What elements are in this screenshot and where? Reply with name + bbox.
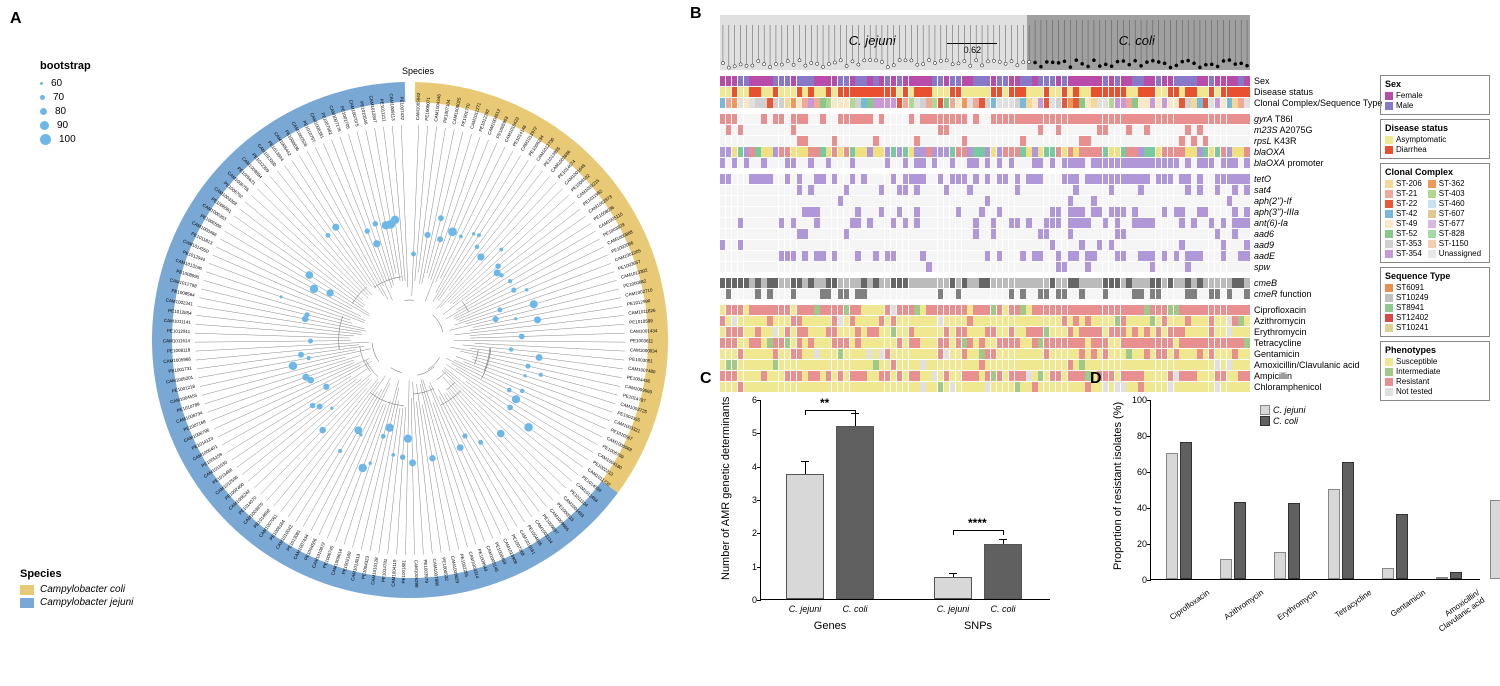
panel-b-label: B (690, 5, 702, 23)
heatmap-row: ant(6)-Ia (720, 217, 1382, 228)
panel-a-label: A (10, 10, 22, 28)
bar (1450, 572, 1462, 579)
bar (984, 544, 1022, 599)
svg-text:PE1000071: PE1000071 (424, 96, 431, 120)
heatmap-row: m23S A2075G (720, 124, 1382, 135)
bootstrap-level: 100 (40, 134, 91, 145)
bar (1166, 453, 1178, 579)
heatmap-row: blaOXA promoter (720, 157, 1382, 168)
panel-b: B C. jejuni C. coli 0.62 SexDisease stat… (690, 5, 1490, 355)
svg-text:Species: Species (402, 66, 435, 76)
bar (1274, 552, 1286, 579)
bar (934, 577, 972, 599)
legend-item: C. jejuni (1260, 405, 1306, 415)
species-legend-row: Campylobacter jejuni (20, 597, 133, 608)
species-legend-row: Campylobacter coli (20, 584, 133, 595)
legend-item: C. coli (1260, 416, 1306, 426)
heatmap-row: Gentamicin (720, 348, 1382, 359)
panel-d-chart: 020406080100CiprofloxacinAzithromycinEry… (1150, 400, 1480, 580)
bar (1328, 489, 1340, 579)
svg-text:PE1007432: PE1007432 (399, 97, 405, 121)
heatmap-row: sat4 (720, 184, 1382, 195)
bootstrap-level: 60 (40, 78, 91, 89)
heatmap-row: aph(2'')-If (720, 195, 1382, 206)
bar (836, 426, 874, 599)
heatmap-row: Azithromycin (720, 315, 1382, 326)
panel-c-chart: 0123456C. jejuniC. coliC. jejuniC. coliG… (760, 400, 1050, 600)
bar (1220, 559, 1232, 579)
heatmap-row: cmeR function (720, 288, 1382, 299)
svg-text:PE1003611: PE1003611 (630, 338, 654, 343)
panel-d-ylabel: Proportion of resistant isolates (%) (1112, 402, 1124, 570)
svg-text:CAM1001434: CAM1001434 (630, 328, 658, 334)
bar (1342, 462, 1354, 579)
heatmap-row: Amoxicillin/Clavulanic acid (720, 359, 1382, 370)
legend-box: SexFemaleMale (1380, 75, 1490, 115)
panel-a: A bootstrap 60 70 80 90 100 Species Campylob… (10, 10, 680, 650)
panel-c-ylabel: Number of AMR genetic determinants (720, 397, 732, 580)
circular-tree: SpeciesCAM1005942PE1000071CAM1004346PE10… (150, 30, 670, 650)
svg-text:PE1003051: PE1003051 (629, 357, 653, 364)
bar (1180, 442, 1192, 579)
heatmap-row: Erythromycin (720, 326, 1382, 337)
bar (1396, 514, 1408, 579)
heatmap: SexDisease statusClonal Complex/Sequence… (720, 75, 1382, 392)
heatmap-row: cmeB (720, 277, 1382, 288)
panel-c: C Number of AMR genetic determinants 012… (710, 380, 1070, 670)
bootstrap-level: 90 (40, 120, 91, 131)
bootstrap-level: 70 (40, 92, 91, 103)
svg-text:CAM1005942: CAM1005942 (415, 92, 421, 120)
bar (786, 474, 824, 599)
svg-text:PE1001881: PE1001881 (401, 559, 406, 583)
bootstrap-title: bootstrap (40, 60, 91, 72)
svg-text:PE1012911: PE1012911 (167, 328, 191, 334)
panel-b-tree-area: C. jejuni C. coli 0.62 (720, 15, 1250, 70)
heatmap-row: Tetracycline (720, 337, 1382, 348)
heatmap-row: blaOXA (720, 146, 1382, 157)
heatmap-row: Ciprofloxacin (720, 304, 1382, 315)
bar (1436, 577, 1448, 579)
species-legend-title: Species (20, 568, 133, 580)
bar (1490, 500, 1500, 579)
bar (1234, 502, 1246, 579)
svg-text:CAM1009113: CAM1009113 (389, 93, 396, 121)
heatmap-row: aadE (720, 250, 1382, 261)
panel-b-legends: SexFemaleMaleDisease statusAsymptomaticD… (1380, 75, 1490, 405)
svg-text:CAM1000034: CAM1000034 (630, 347, 658, 353)
bootstrap-level: 80 (40, 106, 91, 117)
panel-d-label: D (1090, 370, 1102, 388)
heatmap-row: aad6 (720, 228, 1382, 239)
panel-d: D Proportion of resistant isolates (%) 0… (1100, 380, 1490, 670)
heatmap-row: rpsL K43R (720, 135, 1382, 146)
heatmap-row: spw (720, 261, 1382, 272)
heatmap-row: gyrA T86I (720, 113, 1382, 124)
heatmap-row: Clonal Complex/Sequence Type (720, 97, 1382, 108)
heatmap-row: aph(3'')-IIIa (720, 206, 1382, 217)
panel-d-legend: C. jejuniC. coli (1260, 405, 1306, 427)
heatmap-row: Sex (720, 75, 1382, 86)
legend-box: Sequence TypeST6091ST10249ST8941ST12402S… (1380, 267, 1490, 337)
bootstrap-legend: bootstrap 60 70 80 90 100 (40, 60, 91, 148)
svg-text:CAM1011614: CAM1011614 (163, 338, 191, 343)
heatmap-row: aad9 (720, 239, 1382, 250)
legend-box: Disease statusAsymptomaticDiarrhea (1380, 119, 1490, 159)
legend-box: Clonal ComplexST-206ST-21ST-22ST-42ST-49… (1380, 163, 1490, 263)
bar (1288, 503, 1300, 579)
svg-text:PE1008118: PE1008118 (167, 347, 191, 353)
heatmap-row: Disease status (720, 86, 1382, 97)
panel-c-label: C (700, 370, 712, 388)
bar (1382, 568, 1394, 579)
svg-text:CAM1006299: CAM1006299 (414, 560, 420, 588)
heatmap-row: tetO (720, 173, 1382, 184)
species-legend: Species Campylobacter coli Campylobacter … (20, 568, 133, 610)
